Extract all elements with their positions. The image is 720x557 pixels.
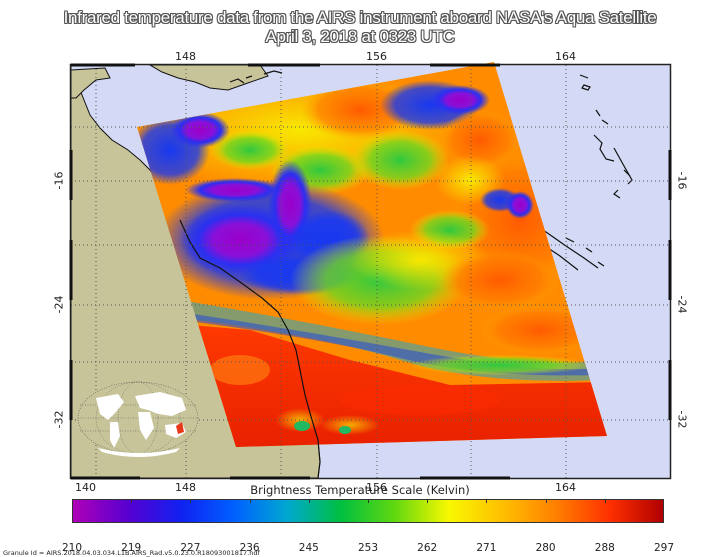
colorbar-tick-271: 271	[476, 542, 497, 554]
lon-label-bottom-156: 156	[366, 481, 387, 494]
frame-scale-bars	[69, 63, 672, 480]
colorbar-title: Brightness Temperature Scale (Kelvin)	[250, 483, 470, 497]
colorbar-tick-mark	[545, 499, 547, 503]
world-locator-inset	[77, 381, 199, 457]
colorbar-tick-227: 227	[180, 542, 201, 554]
colorbar-tick-280: 280	[535, 542, 556, 554]
colorbar-tick-mark	[249, 499, 251, 503]
colorbar-tick-219: 219	[121, 542, 142, 554]
lat-label-right-32: -32	[675, 410, 689, 429]
colorbar-tick-mark	[368, 499, 369, 503]
colorbar-tick-253: 253	[357, 542, 379, 554]
lon-label-bottom-140: 140	[75, 481, 96, 494]
colorbar-tick-mark	[604, 499, 606, 503]
lat-label-right-16: -16	[675, 171, 689, 190]
queensland-coastline	[179, 219, 321, 479]
colorbar-tick-297: 297	[653, 542, 675, 554]
colorbar-tick-245: 245	[298, 542, 319, 554]
lon-label-bottom-164: 164	[555, 481, 576, 494]
colorbar-tick-288: 288	[594, 542, 615, 554]
lat-label-left-24: -24	[52, 295, 66, 314]
inset-highlight-region	[176, 422, 184, 434]
lon-label-top-164: 164	[555, 50, 576, 63]
granule-id: Granule Id = AIRS.2018.04.03.034.L1B.AIR…	[3, 549, 260, 557]
lon-label-top-148: 148	[175, 50, 196, 63]
colorbar-tick-mark	[486, 499, 488, 503]
colorbar-tick-262: 262	[417, 542, 438, 554]
colorbar-tick-mark	[131, 499, 133, 503]
lat-label-left-16: -16	[52, 171, 66, 190]
figure-subtitle-date: April 3, 2018 at 0323 UTC	[265, 27, 455, 46]
cape-york-landmass	[71, 67, 111, 99]
colorbar-tick-mark	[190, 499, 192, 503]
lon-label-bottom-148: 148	[175, 481, 196, 494]
lon-label-top-156: 156	[366, 50, 387, 63]
colorbar-tick-236: 236	[239, 542, 260, 554]
lat-label-right-24: -24	[675, 295, 689, 314]
colorbar-tick-mark	[427, 499, 429, 503]
figure-title: Infrared temperature data from the AIRS …	[63, 8, 657, 27]
new-guinea-landmass	[149, 65, 269, 91]
colorbar-tick-mark	[308, 499, 310, 503]
lat-label-left-32: -32	[52, 410, 66, 429]
colorbar-tick-210: 210	[61, 542, 83, 554]
